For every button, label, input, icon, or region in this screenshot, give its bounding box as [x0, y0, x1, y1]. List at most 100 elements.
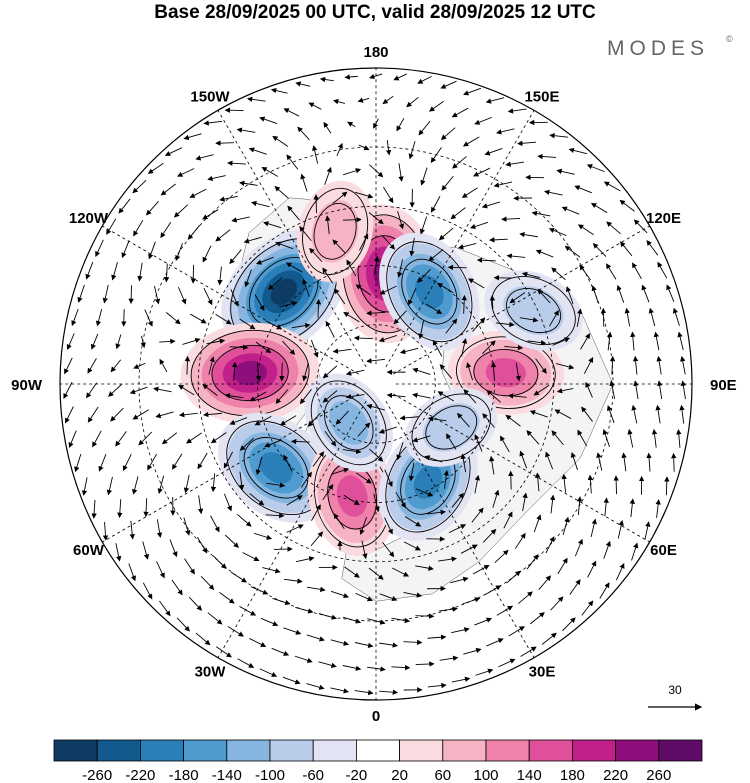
wind-arrow [484, 148, 503, 156]
wind-arrow [148, 241, 156, 260]
wind-arrow [208, 356, 215, 375]
wind-arrow [383, 186, 394, 204]
wind-arrow [294, 655, 313, 663]
wind-arrow [606, 221, 621, 235]
wind-arrow [239, 606, 257, 616]
wind-arrow [507, 108, 527, 114]
wind-arrow [399, 415, 419, 421]
wind-arrow [355, 284, 372, 296]
wind-arrow [331, 467, 350, 475]
wind-arrow [156, 561, 165, 579]
wind-arrow [142, 582, 153, 600]
wind-arrow [283, 454, 293, 472]
anomaly-contour [311, 200, 359, 263]
colorbar-tick-label: -260 [82, 767, 112, 783]
wind-arrow [592, 243, 607, 257]
wind-arrow [146, 201, 159, 216]
wind-arrow [395, 492, 406, 509]
wind-arrow [382, 235, 396, 250]
wind-arrow [412, 435, 431, 443]
wind-arrow [322, 365, 338, 379]
anomaly-contour [270, 278, 297, 305]
wind-arrow [186, 432, 202, 444]
wind-arrow [489, 455, 495, 475]
wind-arrow [353, 335, 373, 341]
map-background [60, 68, 692, 700]
wind-arrow [184, 355, 191, 375]
wind-arrow [183, 517, 191, 536]
wind-arrow [427, 509, 446, 516]
wind-arrow [462, 136, 480, 147]
wind-arrow [671, 452, 677, 472]
wind-arrow [195, 154, 214, 161]
wind-arrow [156, 519, 163, 538]
wind-arrow [344, 74, 358, 80]
longitude-label: 0 [372, 708, 380, 725]
wind-arrow [475, 668, 494, 676]
wind-arrow [195, 632, 211, 646]
wind-arrow [238, 471, 245, 491]
wind-arrow [251, 200, 270, 208]
wind-arrow [606, 263, 617, 280]
wind-arrow [159, 338, 176, 345]
wind-arrow [177, 168, 195, 177]
anomaly-neg-north-atlantic-west [217, 412, 335, 523]
wind-arrow [259, 668, 278, 677]
wind-arrow [215, 313, 232, 325]
wind-arrow [551, 430, 564, 446]
wind-arrow [203, 120, 223, 126]
wind-arrow [307, 412, 321, 427]
anomaly-neg-east-asia [484, 270, 583, 351]
wind-arrow [535, 358, 547, 374]
wind-arrow [369, 448, 384, 462]
wind-arrow [554, 409, 572, 419]
wind-arrow [438, 556, 457, 562]
colorbar-tick-label: 20 [391, 767, 408, 783]
wind-arrow [275, 389, 289, 404]
wind-arrow [561, 473, 567, 493]
wind-arrow [384, 517, 393, 535]
wind-arrow [447, 264, 467, 271]
wind-arrow [143, 498, 149, 518]
longitude-label: 180 [363, 44, 388, 61]
wind-arrow [574, 185, 593, 194]
wind-arrow [210, 473, 217, 493]
wind-arrow [603, 540, 611, 559]
wind-arrow [677, 331, 684, 351]
wind-arrow [319, 76, 334, 83]
wind-arrow [393, 310, 407, 325]
wind-arrow [229, 344, 249, 351]
wind-arrow [476, 257, 496, 263]
wind-arrow [270, 87, 288, 94]
wind-arrow [87, 406, 99, 423]
wind-arrow [311, 504, 321, 521]
wind-arrow [197, 452, 208, 470]
wind-arrow [153, 386, 172, 393]
wind-arrow [441, 175, 454, 191]
wind-arrow [482, 340, 496, 355]
wind-arrow [147, 453, 158, 471]
wind-arrow [285, 262, 303, 273]
wind-arrow [417, 75, 432, 84]
wind-arrow [184, 558, 195, 575]
wind-arrow [286, 495, 303, 506]
longitude-label: 90W [11, 377, 43, 394]
wind-arrow [463, 87, 481, 96]
wind-arrow [514, 532, 526, 549]
wind-arrow [515, 362, 522, 382]
wind-arrow [522, 492, 528, 512]
wind-arrow [246, 96, 266, 102]
wind-arrow [418, 320, 424, 340]
wind-arrow [451, 627, 470, 634]
wind-arrow [392, 567, 410, 577]
brand-logo: MODES © [607, 34, 733, 60]
longitude-label: 60W [73, 542, 105, 559]
wind-arrow [498, 658, 516, 668]
wind-arrow [672, 307, 680, 326]
wind-arrow [65, 406, 74, 424]
wind-arrow [680, 380, 687, 400]
wind-arrow [115, 334, 122, 350]
meridian-line [217, 400, 367, 658]
anomaly-contour [503, 285, 564, 336]
wind-arrow [206, 338, 226, 345]
